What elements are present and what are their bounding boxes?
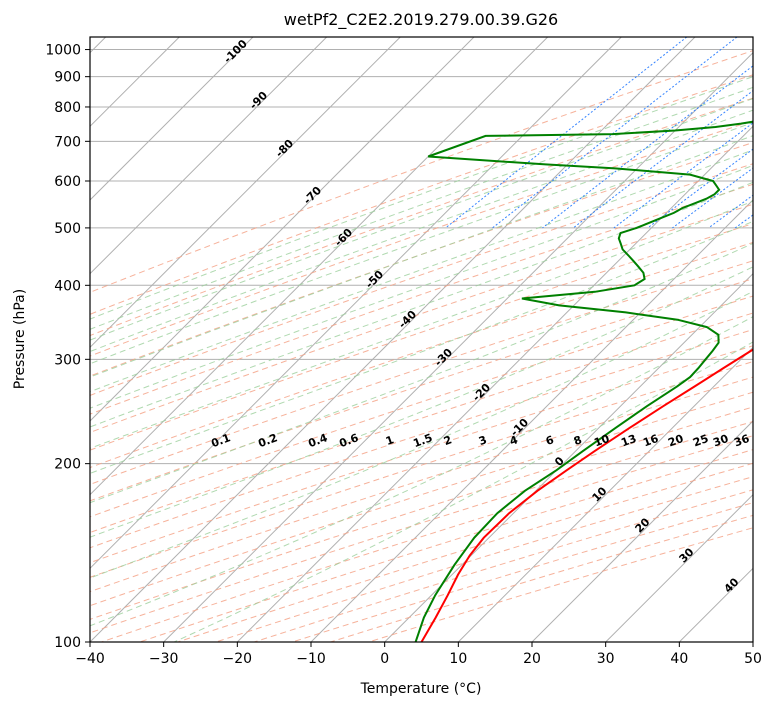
x-tick-label: −30 (149, 651, 179, 667)
plot-frame (89, 36, 754, 643)
moist-adiabat-line (90, 98, 753, 341)
dry-adiabat-line (90, 312, 753, 534)
y-tick-label: 900 (54, 70, 81, 86)
plot-background (90, 37, 753, 642)
profile-lines (414, 120, 753, 642)
isotherm-line (90, 37, 475, 422)
x-tick-label: 40 (670, 651, 688, 667)
dewpoint-profile (414, 120, 753, 642)
mixing-ratio-line (572, 90, 753, 229)
mixing-ratio-label: 1 (384, 433, 396, 448)
mixing-ratio-label: 0.4 (306, 431, 329, 450)
moist-adiabat-line (90, 290, 753, 579)
isotherm-line (90, 37, 549, 496)
mixing-ratio-label: 0.6 (337, 431, 360, 450)
x-tick-label: 50 (744, 651, 762, 667)
dry-adiabat-line (90, 163, 753, 396)
isotherm-line (457, 346, 753, 642)
y-tick-label: 1000 (45, 43, 81, 59)
isotherm-line (236, 125, 753, 642)
y-tick-label: 700 (54, 134, 81, 150)
x-tick-label: −40 (75, 651, 105, 667)
mixing-ratio-line (542, 65, 753, 229)
mixing-ratio-label: 30 (711, 432, 730, 450)
isotherm-line (90, 37, 622, 570)
x-tick-label: 0 (380, 651, 389, 667)
x-axis-label: Temperature (°C) (360, 681, 482, 697)
y-tick-label: 300 (54, 352, 81, 368)
x-tick-label: 20 (523, 651, 541, 667)
mixing-ratio-label: 0.1 (209, 431, 232, 450)
y-tick-label: 800 (54, 100, 81, 116)
temperature-profile (420, 348, 753, 642)
moist-adiabat-line (90, 76, 753, 320)
mixing-ratio-label: 36 (732, 432, 751, 450)
mixing-ratio-label: 6 (544, 433, 556, 448)
isotherm-line (752, 641, 753, 642)
isotherm-line (384, 272, 753, 642)
dry-adiabat-line (90, 223, 753, 451)
moist-adiabat-line (90, 200, 753, 449)
mixing-ratio-line (492, 37, 738, 229)
chart-title: wetPf2_C2E2.2019.279.00.39.G26 (284, 10, 558, 30)
dry-adiabat-line (90, 361, 753, 578)
moist-adiabat-line (90, 86, 753, 330)
background-lines (90, 37, 753, 642)
mixing-ratio-label: 2 (442, 433, 454, 448)
moist-adiabat-line (90, 242, 753, 504)
dry-adiabat-line (90, 142, 753, 377)
y-axis-label: Pressure (hPa) (12, 289, 28, 389)
isotherm-line (605, 493, 753, 642)
axis-ticks: −40 −30 −20 −10 0 10 20 30 40 5010020030040050060… (45, 43, 762, 667)
dry-adiabat-line (90, 97, 753, 337)
dry-adiabat-line (90, 391, 753, 607)
y-tick-label: 100 (54, 635, 81, 651)
isotherm-line (90, 37, 696, 642)
isotherm-line (531, 420, 753, 642)
mixing-ratio-line (613, 122, 753, 229)
y-tick-label: 600 (54, 174, 81, 190)
isotherm-line (90, 37, 254, 201)
isotherm-line (90, 37, 401, 349)
dry-adiabat-line (90, 74, 753, 315)
moist-adiabat-line (90, 181, 753, 428)
mixing-ratio-label: 4 (508, 433, 520, 448)
y-tick-label: 200 (54, 457, 81, 473)
mixing-ratio-label: 16 (641, 432, 660, 450)
mixing-ratio-label: 0.2 (256, 431, 279, 450)
mixing-ratio-label: 1.5 (411, 431, 434, 450)
dry-adiabat-line (90, 260, 753, 485)
mixing-ratio-line (672, 167, 753, 229)
mixing-ratio-label: 10 (592, 432, 611, 450)
x-tick-label: 10 (449, 651, 467, 667)
dry-adiabat-line (90, 278, 753, 502)
x-tick-label: −10 (296, 651, 326, 667)
moist-adiabat-line (90, 164, 753, 409)
y-tick-label: 400 (54, 278, 81, 294)
x-tick-label: 30 (597, 651, 615, 667)
y-tick-label: 500 (54, 221, 81, 237)
isotherm-line (90, 37, 328, 275)
x-tick-label: −20 (223, 651, 253, 667)
dry-adiabat-line (90, 329, 753, 549)
isotherm-line (163, 51, 753, 642)
mixing-ratio-label: 20 (666, 432, 685, 450)
mixing-ratio-label: 3 (477, 433, 489, 448)
moist-adiabat-line (90, 266, 753, 538)
mixing-ratio-label: 13 (619, 432, 638, 449)
mixing-ratio-label: 8 (572, 433, 584, 448)
dry-adiabat-line (90, 120, 753, 357)
dry-adiabat-line (90, 50, 753, 293)
isotherm-line (310, 199, 753, 642)
mixing-ratio-label: 25 (691, 432, 710, 449)
